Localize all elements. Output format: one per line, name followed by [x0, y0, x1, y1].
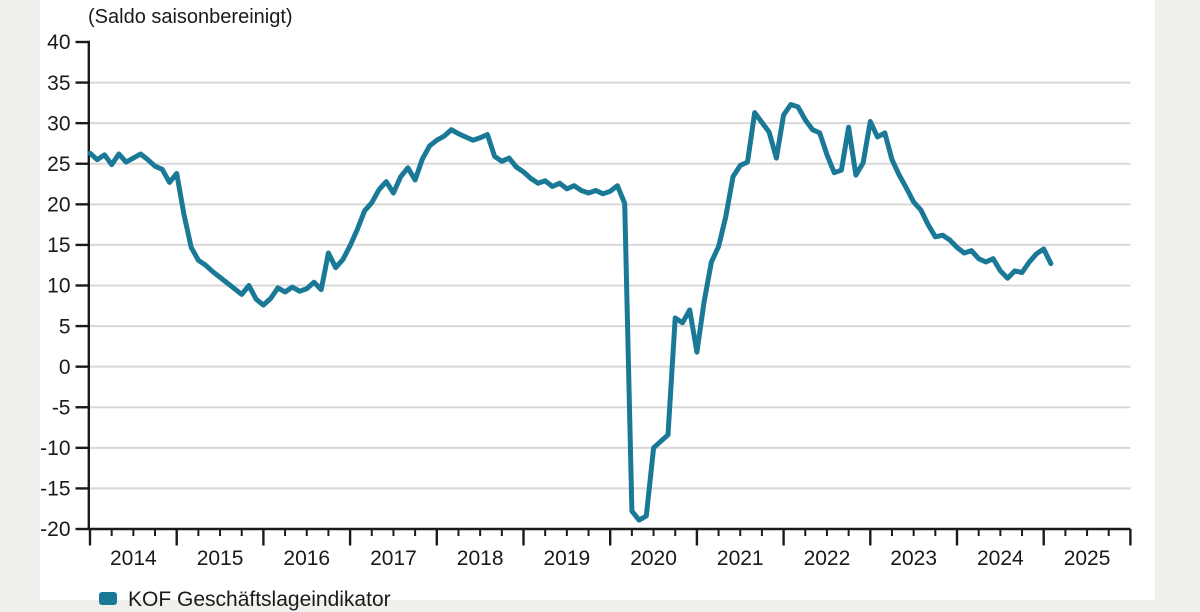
chart-sheet	[40, 0, 1155, 600]
svg-text:2015: 2015	[197, 547, 244, 570]
grid-lines	[88, 81, 1131, 490]
svg-text:2017: 2017	[370, 547, 417, 570]
legend: KOF Geschäftslageindikator	[99, 588, 391, 612]
svg-text:5: 5	[59, 315, 71, 338]
svg-text:2024: 2024	[977, 547, 1024, 570]
svg-text:-20: -20	[40, 518, 70, 541]
svg-text:35: 35	[47, 72, 70, 95]
legend-swatch-icon	[99, 592, 117, 605]
svg-text:2019: 2019	[543, 547, 590, 570]
svg-text:10: 10	[47, 275, 70, 298]
data-series-line	[87, 102, 1054, 523]
svg-text:-10: -10	[40, 437, 70, 460]
svg-text:2022: 2022	[804, 547, 851, 570]
axes	[75, 40, 1132, 546]
svg-text:20: 20	[47, 194, 70, 217]
svg-text:2020: 2020	[630, 547, 677, 570]
svg-text:2023: 2023	[890, 547, 937, 570]
svg-text:30: 30	[47, 112, 70, 135]
svg-text:2016: 2016	[283, 547, 330, 570]
svg-text:2018: 2018	[457, 547, 504, 570]
svg-text:25: 25	[47, 153, 70, 176]
svg-text:-15: -15	[40, 478, 70, 501]
svg-text:2025: 2025	[1064, 547, 1111, 570]
svg-text:40: 40	[47, 31, 70, 54]
svg-text:0: 0	[59, 356, 71, 379]
legend-label: KOF Geschäftslageindikator	[128, 588, 391, 611]
y-axis-unit-label: (Saldo saisonbereinigt)	[88, 6, 293, 28]
svg-text:2014: 2014	[110, 547, 157, 570]
svg-text:15: 15	[47, 234, 70, 257]
svg-text:2021: 2021	[717, 547, 764, 570]
svg-text:-5: -5	[52, 396, 71, 419]
